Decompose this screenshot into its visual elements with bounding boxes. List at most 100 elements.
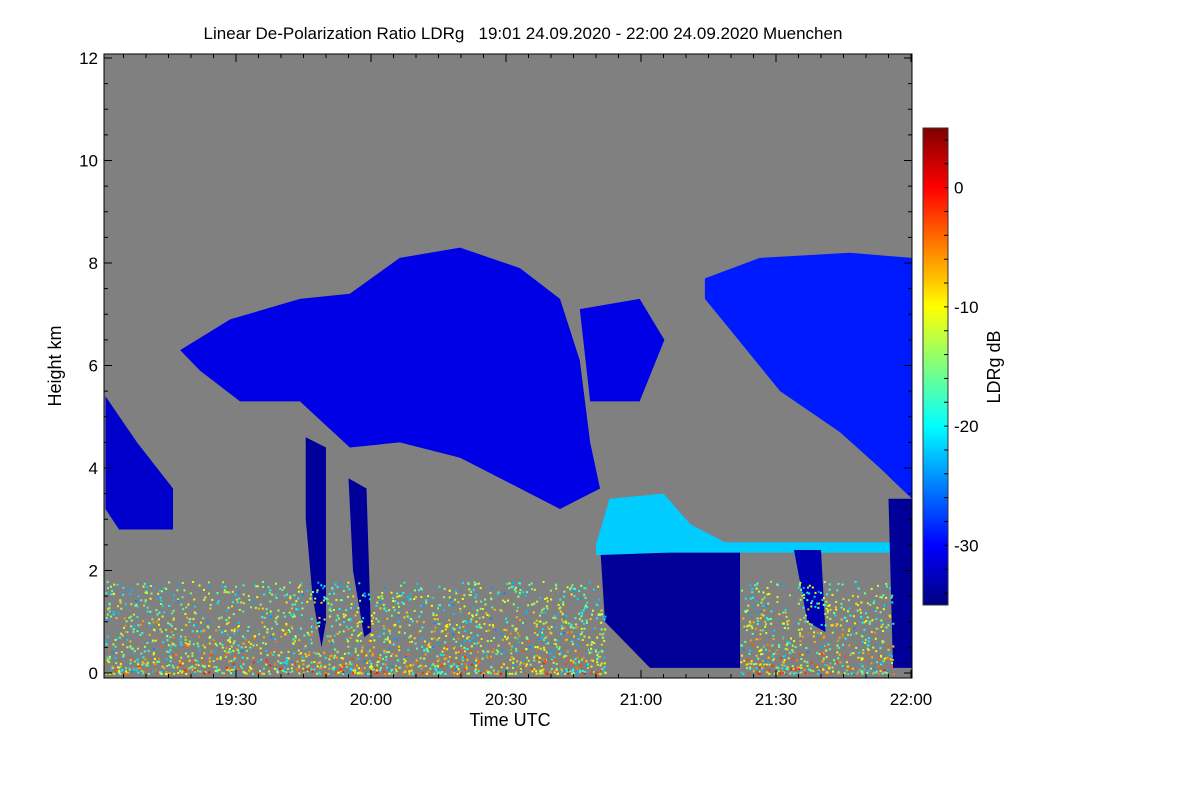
noise-cell xyxy=(561,627,564,630)
noise-cell xyxy=(839,661,842,664)
noise-cell xyxy=(820,623,823,626)
noise-cell xyxy=(591,670,593,672)
noise-cell xyxy=(431,597,433,600)
noise-cell xyxy=(129,662,132,665)
noise-cell xyxy=(488,655,491,658)
noise-cell xyxy=(462,635,465,638)
noise-cell xyxy=(266,654,269,657)
noise-cell xyxy=(137,647,139,650)
noise-cell xyxy=(230,668,233,671)
noise-cell xyxy=(581,631,584,634)
noise-cell xyxy=(349,667,352,670)
noise-cell xyxy=(339,668,342,671)
noise-cell xyxy=(513,588,516,591)
noise-cell xyxy=(881,623,884,626)
noise-cell xyxy=(468,612,471,615)
noise-cell xyxy=(106,656,109,659)
noise-cell xyxy=(528,583,531,586)
noise-cell xyxy=(327,672,330,675)
noise-cell xyxy=(494,671,497,674)
noise-cell xyxy=(167,622,170,625)
noise-cell xyxy=(429,667,432,670)
noise-cell xyxy=(388,640,391,643)
noise-cell xyxy=(172,609,175,612)
noise-cell xyxy=(572,626,575,629)
noise-cell xyxy=(545,642,548,645)
noise-cell xyxy=(854,622,857,625)
noise-cell xyxy=(466,621,468,624)
noise-cell xyxy=(388,647,391,650)
noise-cell xyxy=(196,670,199,673)
noise-cell xyxy=(832,623,835,626)
noise-cell xyxy=(117,605,119,608)
region-fall-streak-3 xyxy=(794,550,826,632)
noise-cell xyxy=(132,667,135,670)
noise-cell xyxy=(310,593,313,596)
noise-cell xyxy=(325,672,328,675)
noise-cell xyxy=(230,659,233,662)
noise-cell xyxy=(269,612,272,615)
noise-cell xyxy=(877,665,880,668)
noise-cell xyxy=(419,666,422,669)
noise-cell xyxy=(416,620,419,623)
noise-cell xyxy=(845,669,848,672)
noise-cell xyxy=(378,672,381,675)
noise-cell xyxy=(317,652,320,655)
noise-cell xyxy=(318,625,320,628)
noise-cell xyxy=(576,656,579,659)
noise-cell xyxy=(567,669,570,672)
noise-cell xyxy=(152,648,155,650)
noise-cell xyxy=(214,670,217,672)
noise-cell xyxy=(180,643,183,646)
noise-cell xyxy=(500,652,503,655)
noise-cell xyxy=(230,672,233,675)
noise-cell xyxy=(236,648,238,651)
noise-cell xyxy=(756,671,759,674)
noise-cell xyxy=(291,663,294,666)
noise-cell xyxy=(285,622,288,625)
noise-cell xyxy=(825,672,828,674)
noise-cell xyxy=(268,673,271,675)
noise-cell xyxy=(467,583,470,585)
noise-cell xyxy=(812,670,815,673)
noise-cell xyxy=(856,586,859,589)
noise-cell xyxy=(249,642,252,645)
noise-cell xyxy=(129,640,132,643)
noise-cell xyxy=(127,671,130,674)
noise-cell xyxy=(821,653,824,656)
noise-cell xyxy=(585,660,588,663)
noise-cell xyxy=(383,606,386,609)
noise-cell xyxy=(790,651,793,654)
noise-cell xyxy=(452,638,455,641)
noise-cell xyxy=(516,660,519,663)
noise-cell xyxy=(351,633,353,636)
noise-cell xyxy=(170,630,173,633)
noise-cell xyxy=(545,651,548,654)
noise-cell xyxy=(402,603,405,605)
noise-cell xyxy=(137,671,140,674)
noise-cell xyxy=(756,646,759,649)
noise-cell xyxy=(799,632,801,635)
noise-cell xyxy=(760,613,763,616)
noise-cell xyxy=(740,661,743,664)
noise-cell xyxy=(391,668,394,671)
noise-cell xyxy=(266,628,269,631)
noise-cell xyxy=(439,653,442,656)
noise-cell xyxy=(354,667,357,670)
noise-cell xyxy=(134,600,137,603)
noise-cell xyxy=(805,647,808,649)
noise-cell xyxy=(755,587,758,590)
noise-cell xyxy=(323,585,326,588)
noise-cell xyxy=(398,649,401,652)
noise-cell xyxy=(486,640,489,643)
noise-cell xyxy=(444,641,447,644)
noise-cell xyxy=(485,630,488,632)
noise-cell xyxy=(778,644,780,647)
noise-cell xyxy=(375,617,378,620)
noise-cell xyxy=(826,611,829,614)
noise-cell xyxy=(570,672,573,675)
noise-cell xyxy=(394,600,397,603)
noise-cell xyxy=(762,604,765,607)
noise-cell xyxy=(567,659,570,661)
